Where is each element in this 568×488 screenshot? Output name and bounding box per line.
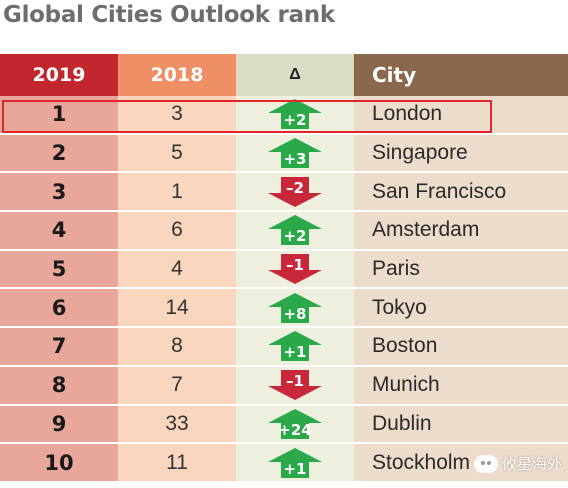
city-cell: Boston: [354, 328, 568, 367]
arrow-down-icon: –1: [267, 369, 323, 401]
rank-2018-cell: 3: [118, 96, 236, 135]
delta-cell: +2: [236, 96, 354, 135]
watermark-text: 攸星海外: [501, 456, 562, 473]
table-row: 8 7 –1 Munich: [0, 366, 568, 406]
rank-2019-cell: 9: [0, 405, 118, 445]
arrow-up-icon: +24: [267, 408, 323, 440]
table-row: 10 11 +1 Stockholm: [0, 444, 568, 483]
rank-table: 2019 2018 Δ City 1 3 +2 London 2 5 +3 Singapore…: [0, 54, 568, 483]
delta-cell: +1: [236, 444, 354, 483]
rank-2019-cell: 3: [0, 173, 118, 213]
delta-label: +2: [283, 111, 307, 130]
arrow-up-icon: +1: [267, 447, 323, 479]
table-header-row: 2019 2018 Δ City: [0, 54, 568, 96]
city-cell: Stockholm: [354, 444, 568, 483]
city-cell: Tokyo: [354, 289, 568, 329]
city-cell: San Francisco: [354, 173, 568, 213]
arrow-down-icon: –1: [267, 253, 323, 285]
table-row: 4 6 +2 Amsterdam: [0, 212, 568, 251]
london-highlight-box: [2, 100, 492, 133]
watermark: 攸星海外: [473, 453, 562, 474]
table-row: 7 8 +1 Boston: [0, 328, 568, 367]
delta-cell: –2: [236, 173, 354, 213]
rank-2019-cell: 7: [0, 328, 118, 367]
city-cell: London: [354, 96, 568, 135]
city-cell: Amsterdam: [354, 212, 568, 251]
delta-label: +24: [278, 420, 312, 439]
arrow-up-icon: +2: [267, 214, 323, 246]
city-cell: Paris: [354, 250, 568, 290]
chart-title: Global Cities Outlook rank: [3, 2, 335, 28]
delta-label: +2: [283, 227, 307, 246]
city-cell: Dublin: [354, 405, 568, 445]
delta-label: +3: [283, 150, 307, 169]
rank-2018-cell: 4: [118, 250, 236, 290]
rank-2019-cell: 4: [0, 212, 118, 251]
table-row: 3 1 –2 San Francisco: [0, 173, 568, 213]
arrow-up-icon: +1: [267, 330, 323, 362]
rank-2018-cell: 1: [118, 173, 236, 213]
delta-label: +1: [283, 459, 307, 478]
rank-2019-cell: 1: [0, 96, 118, 135]
header-delta: Δ: [236, 54, 354, 96]
table-row: 6 14 +8 Tokyo: [0, 289, 568, 329]
delta-cell: –1: [236, 250, 354, 290]
delta-cell: –1: [236, 366, 354, 406]
rank-2018-cell: 5: [118, 134, 236, 174]
arrow-up-icon: +3: [267, 137, 323, 169]
header-2018: 2018: [118, 54, 236, 96]
rank-2018-cell: 6: [118, 212, 236, 251]
table-row: 2 5 +3 Singapore: [0, 134, 568, 174]
delta-label: –1: [286, 372, 304, 391]
rank-2018-cell: 7: [118, 366, 236, 406]
table-row: 1 3 +2 London: [0, 96, 568, 135]
arrow-up-icon: +8: [267, 292, 323, 324]
delta-cell: +3: [236, 134, 354, 174]
rank-2019-cell: 6: [0, 289, 118, 329]
rank-2019-cell: 2: [0, 134, 118, 174]
delta-cell: +8: [236, 289, 354, 329]
city-cell: Singapore: [354, 134, 568, 174]
delta-cell: +1: [236, 328, 354, 367]
delta-label: –1: [286, 256, 304, 275]
rank-2019-cell: 5: [0, 250, 118, 290]
rank-2018-cell: 11: [118, 444, 236, 483]
delta-label: +8: [283, 304, 307, 323]
rank-2019-cell: 8: [0, 366, 118, 406]
header-city: City: [354, 54, 568, 96]
table-body: 1 3 +2 London 2 5 +3 Singapore 3 1 –2 San Francisco…: [0, 96, 568, 483]
table-row: 9 33 +24 Dublin: [0, 405, 568, 445]
delta-label: –2: [286, 178, 304, 197]
wechat-icon: [473, 454, 498, 473]
rank-2019-cell: 10: [0, 444, 118, 483]
arrow-up-icon: +2: [267, 98, 323, 130]
arrow-down-icon: –2: [267, 176, 323, 208]
delta-cell: +2: [236, 212, 354, 251]
rank-2018-cell: 14: [118, 289, 236, 329]
rank-2018-cell: 8: [118, 328, 236, 367]
table-row: 5 4 –1 Paris: [0, 250, 568, 290]
delta-cell: +24: [236, 405, 354, 445]
rank-2018-cell: 33: [118, 405, 236, 445]
delta-label: +1: [283, 343, 307, 362]
header-2019: 2019: [0, 54, 118, 96]
city-cell: Munich: [354, 366, 568, 406]
